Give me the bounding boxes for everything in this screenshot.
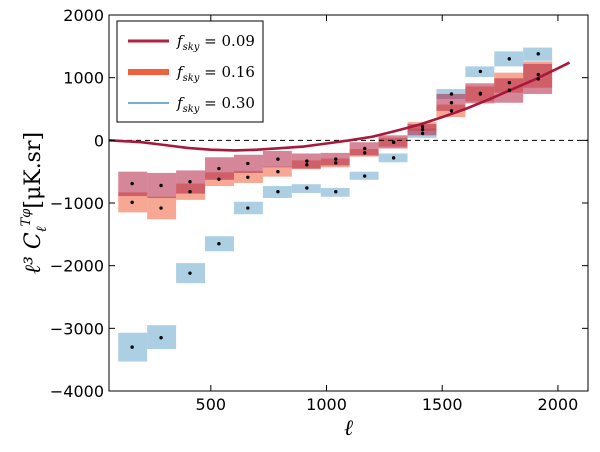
y-tick-label: 0 — [94, 131, 104, 150]
data-point-s2-bin9 — [391, 140, 396, 144]
data-point-s0-bin8 — [362, 174, 367, 178]
data-point-s1-bin2 — [188, 190, 192, 194]
data-point-s2-bin5 — [276, 157, 280, 161]
svg-text:ℓ³ CℓTφ[μK.sr]: ℓ³ CℓTφ[μK.sr] — [19, 132, 50, 274]
data-point-s2-bin13 — [507, 88, 512, 92]
data-point-s2-bin14 — [536, 77, 540, 81]
legend-label-0: fsky = 0.09 — [176, 32, 255, 53]
data-point-s0-bin5 — [276, 190, 280, 194]
data-point-s1-bin0 — [130, 200, 134, 205]
data-point-s1-bin5 — [276, 169, 280, 174]
data-point-s0-bin0 — [130, 345, 134, 349]
x-tick-label: 2000 — [538, 395, 579, 414]
y-axis-label: ℓ³ CℓTφ[μK.sr] — [19, 132, 50, 274]
data-point-s2-bin2 — [188, 179, 192, 184]
y-tick-label: 2000 — [63, 6, 104, 25]
data-point-s2-bin3 — [217, 166, 221, 171]
x-tick-label: 1000 — [306, 395, 347, 414]
data-point-s0-bin12 — [478, 69, 483, 74]
data-point-s0-bin14 — [536, 52, 540, 56]
legend-label-value: = 0.09 — [199, 32, 255, 50]
theory-curve — [108, 61, 571, 152]
y-tick-label: −4000 — [50, 382, 104, 401]
legend-label-main: f — [176, 32, 185, 50]
data-point-s2-bin1 — [159, 183, 163, 188]
data-point-s2-bin7 — [334, 157, 338, 161]
y-tick-label: 1000 — [63, 69, 104, 88]
data-point-s0-bin3 — [217, 242, 221, 246]
data-point-s2-bin0 — [130, 181, 134, 186]
y-axis-label-main: ℓ³ C — [21, 232, 46, 274]
legend-label-sub: sky — [183, 42, 200, 53]
data-point-layer — [130, 52, 540, 349]
data-point-s0-bin7 — [334, 190, 338, 194]
legend-label-sub: sky — [183, 73, 200, 84]
data-point-s1-bin11 — [449, 109, 454, 113]
data-point-s2-bin12 — [478, 91, 483, 96]
data-point-s1-bin6 — [305, 163, 309, 167]
data-point-s0-bin2 — [188, 271, 192, 275]
data-point-s0-bin1 — [159, 336, 163, 340]
data-point-s0-bin6 — [305, 186, 309, 190]
data-point-s2-bin4 — [246, 161, 250, 166]
y-axis-label-sup: Tφ — [19, 208, 34, 227]
data-point-s0-bin10 — [420, 131, 425, 136]
data-point-s2-bin8 — [362, 146, 367, 151]
y-tick-label: −1000 — [50, 194, 104, 213]
x-tick-label: 1500 — [422, 395, 463, 414]
axis-ticks: 500 1000 1500 2000 −4000 −3000 −2000 −1000 0 1000… — [50, 6, 588, 414]
data-point-s0-bin4 — [246, 206, 250, 210]
legend-label-2: fsky = 0.30 — [176, 94, 255, 115]
legend-label-sub: sky — [183, 104, 200, 115]
data-point-s1-bin3 — [217, 177, 221, 181]
data-point-s1-bin14 — [536, 72, 540, 77]
data-point-s0-bin13 — [507, 57, 512, 61]
data-point-s1-bin8 — [362, 151, 367, 155]
data-point-s0-bin9 — [391, 156, 396, 160]
y-tick-label: −2000 — [50, 257, 104, 276]
data-point-s1-bin1 — [159, 206, 163, 210]
y-tick-label: −3000 — [50, 319, 104, 338]
data-point-s0-bin11 — [449, 92, 454, 96]
y-axis-label-sub: ℓ — [34, 226, 50, 232]
y-axis-label-units: [μK.sr] — [21, 132, 46, 209]
legend-label-value: = 0.16 — [199, 63, 255, 81]
data-point-s2-bin6 — [305, 159, 309, 163]
x-tick-label: 500 — [196, 395, 227, 414]
data-point-s1-bin4 — [246, 175, 250, 180]
x-axis-label: ℓ — [344, 416, 354, 441]
data-point-s2-bin11 — [449, 101, 454, 105]
data-point-s1-bin10 — [420, 124, 425, 129]
legend-label-1: fsky = 0.16 — [176, 63, 255, 84]
data-point-s1-bin13 — [507, 80, 512, 85]
legend-label-value: = 0.30 — [199, 94, 255, 112]
data-point-s2-bin10 — [420, 127, 425, 132]
data-point-s1-bin7 — [334, 161, 338, 165]
legend-label-main: f — [176, 63, 185, 81]
legend-label-main: f — [176, 94, 185, 112]
